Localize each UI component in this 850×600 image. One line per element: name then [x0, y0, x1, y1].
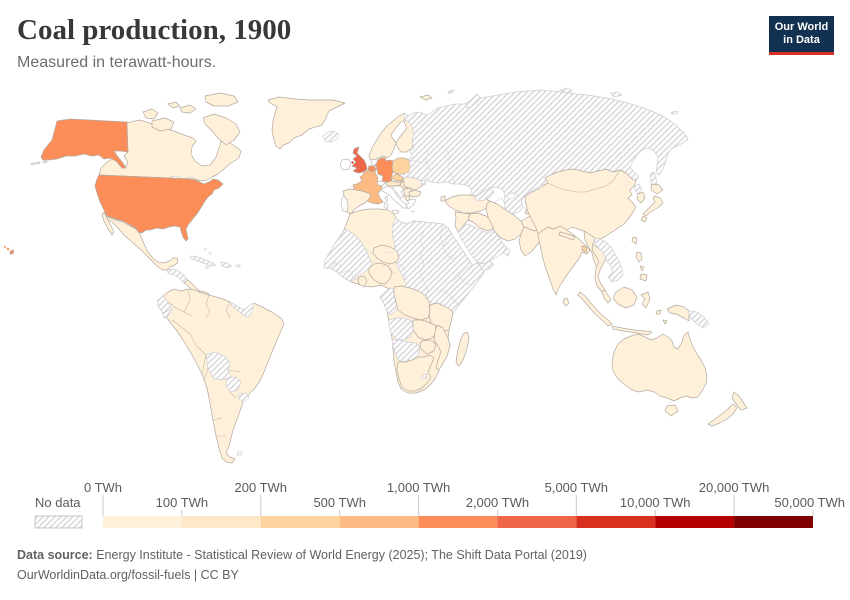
svg-text:200 TWh: 200 TWh [235, 480, 288, 495]
svg-text:20,000 TWh: 20,000 TWh [699, 480, 770, 495]
svg-text:0 TWh: 0 TWh [84, 480, 122, 495]
svg-text:No data: No data [35, 495, 81, 510]
svg-text:500 TWh: 500 TWh [313, 495, 366, 510]
svg-text:5,000 TWh: 5,000 TWh [545, 480, 608, 495]
svg-text:1,000 TWh: 1,000 TWh [387, 480, 450, 495]
svg-text:100 TWh: 100 TWh [156, 495, 209, 510]
svg-text:2,000 TWh: 2,000 TWh [466, 495, 529, 510]
svg-text:50,000 TWh: 50,000 TWh [774, 495, 845, 510]
svg-text:10,000 TWh: 10,000 TWh [620, 495, 691, 510]
